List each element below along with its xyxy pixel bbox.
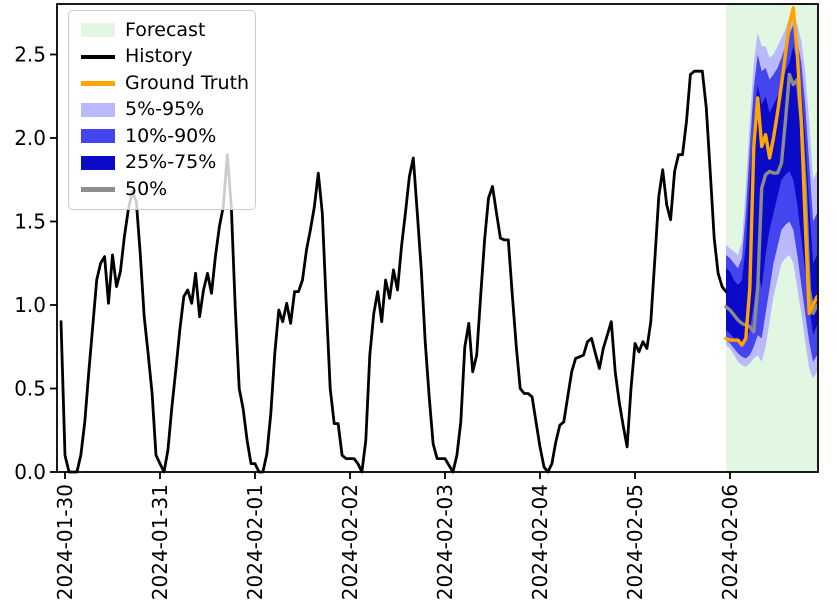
x-tick-label: 2024-01-30 (53, 484, 77, 600)
legend-label: History (125, 45, 193, 68)
legend: Forecast History Ground Truth 5%-95% 10%-90%… (68, 10, 256, 210)
legend-item-forecast: Forecast (81, 17, 245, 44)
ground-truth-line (724, 5, 819, 347)
y-tick-label: 2.0 (14, 126, 46, 150)
legend-item-history: History (81, 44, 245, 71)
legend-patch-swatch (81, 129, 115, 144)
x-tick-label: 2024-02-04 (528, 484, 552, 600)
legend-patch-swatch (81, 102, 115, 117)
legend-line-swatch (81, 54, 115, 59)
plot-frame (56, 3, 819, 473)
legend-item-ground-truth: Ground Truth (81, 70, 249, 97)
x-tick-label: 2024-01-31 (148, 484, 172, 600)
legend-label: Forecast (125, 18, 206, 41)
x-tick-label: 2024-02-03 (433, 484, 457, 600)
legend-item-5-95: 5%-95% (81, 97, 245, 124)
legend-item-50: 50% (81, 176, 245, 203)
axis-tick-labels: 2024-01-30 2024-01-31 2024-02-01 2024-02-02… (14, 43, 742, 601)
x-tick-label: 2024-02-02 (338, 484, 362, 600)
y-tick-label: 0.5 (14, 377, 46, 401)
legend-item-10-90: 10%-90% (81, 123, 245, 150)
legend-label: 10%-90% (125, 124, 217, 147)
axis-tick-marks (50, 53, 731, 479)
y-tick-label: 1.5 (14, 210, 46, 234)
x-tick-label: 2024-02-01 (243, 484, 267, 600)
legend-label: 50% (125, 177, 168, 200)
legend-label: 25%-75% (125, 151, 217, 174)
x-tick-label: 2024-02-05 (623, 484, 647, 600)
legend-line-swatch (81, 81, 115, 86)
legend-label: Ground Truth (125, 71, 250, 94)
legend-patch-swatch (81, 155, 115, 170)
history-line (59, 69, 728, 474)
y-tick-label: 0.0 (14, 460, 46, 484)
y-tick-label: 2.5 (14, 43, 46, 67)
legend-line-swatch (81, 187, 115, 192)
legend-item-25-75: 25%-75% (81, 150, 245, 177)
x-tick-label: 2024-02-06 (718, 484, 742, 600)
legend-patch-swatch (81, 23, 115, 38)
legend-label: 5%-95% (125, 98, 205, 121)
y-tick-label: 1.0 (14, 293, 46, 317)
